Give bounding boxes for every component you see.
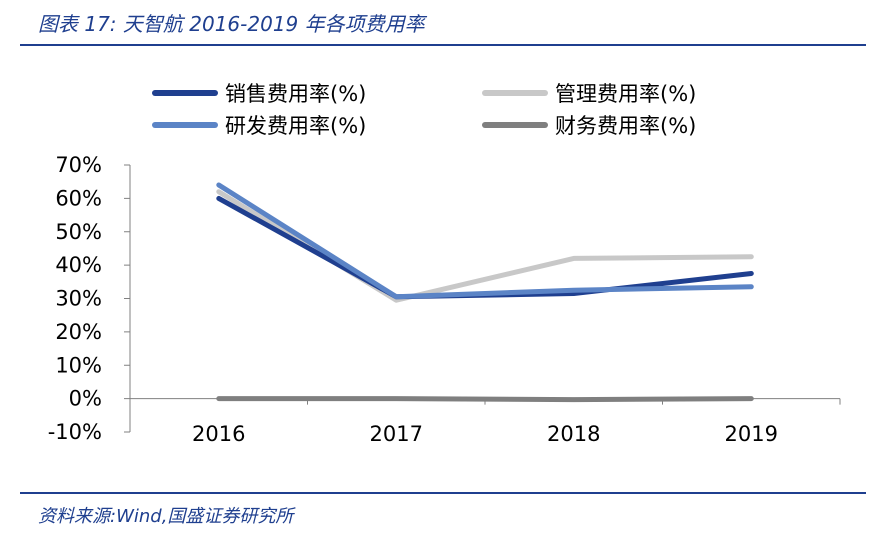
y-tick-label: 60% — [55, 186, 102, 210]
x-tick-label: 2019 — [725, 422, 778, 446]
chart-legend: 销售费用率(%) 管理费用率(%) 研发费用率(%) 财务费用率(%) — [152, 82, 696, 138]
chart-axes: 70% 60% 50% 40% 30% 20% 10% 0% -10% 2016 2017 2018 2… — [48, 153, 841, 446]
source-rule — [20, 492, 866, 494]
series-line — [216, 182, 754, 300]
y-tick-label: 20% — [55, 320, 102, 344]
x-tick-label: 2017 — [370, 422, 423, 446]
source-note: 资料来源:Wind,国盛证券研究所 — [38, 506, 294, 527]
y-tick-label: 30% — [55, 287, 102, 311]
legend-label: 财务费用率(%) — [555, 114, 696, 138]
legend-label: 销售费用率(%) — [225, 82, 366, 106]
x-tick-label: 2016 — [192, 422, 245, 446]
y-tick-label: 50% — [55, 220, 102, 244]
legend-label: 研发费用率(%) — [225, 114, 366, 138]
title-rule — [20, 44, 866, 46]
figure-title: 图表 17: 天智航 2016-2019 年各项费用率 — [38, 12, 425, 36]
x-tick-label: 2018 — [547, 422, 600, 446]
series-line — [216, 396, 754, 403]
chart-plot — [216, 182, 754, 403]
y-tick-label: 0% — [69, 387, 102, 411]
y-tick-label: -10% — [48, 420, 102, 444]
y-tick-label: 10% — [55, 353, 102, 377]
y-tick-label: 40% — [55, 253, 102, 277]
legend-label: 管理费用率(%) — [555, 82, 696, 106]
series-line — [216, 195, 754, 300]
y-tick-label: 70% — [55, 153, 102, 177]
